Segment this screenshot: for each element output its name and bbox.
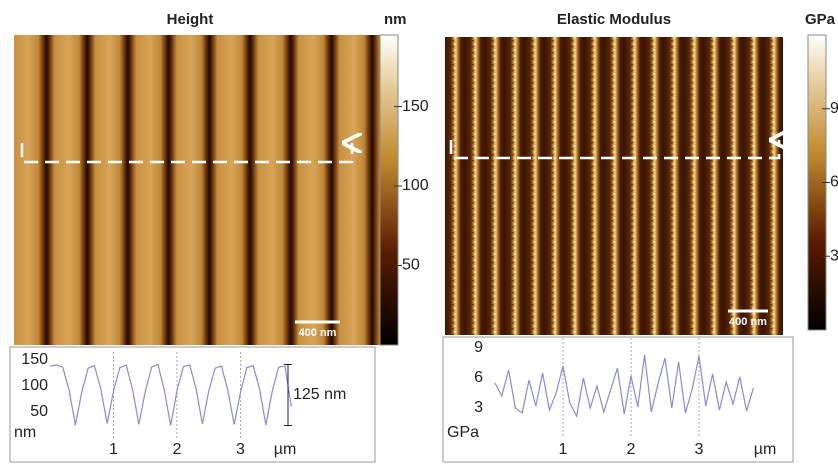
y-tick-label: 50 (30, 403, 48, 420)
colorbar-tick-label: 9 (830, 100, 838, 117)
colorbar-label: GPa (805, 11, 836, 28)
colorbar-label: nm (384, 11, 407, 28)
profile-line (494, 354, 754, 418)
x-tick-label: 1 (109, 441, 118, 458)
y-tick-label: 150 (21, 351, 48, 368)
profile-box (442, 336, 794, 463)
profile-line (449, 140, 779, 160)
height-image (14, 35, 380, 345)
x-tick-label: 3 (695, 441, 704, 458)
y-tick-label: 9 (474, 339, 483, 356)
chart-title: Height (167, 11, 214, 28)
y-tick-label: 100 (21, 377, 48, 394)
annotation: 125 nm (293, 386, 346, 403)
x-tick-label: 2 (173, 441, 182, 458)
y-tick-label: 6 (474, 369, 483, 386)
y-unit: nm (14, 424, 36, 441)
profile-line (20, 143, 352, 164)
colorbar-tick-label: 3 (830, 247, 838, 264)
colorbar-tick-label: 50 (402, 257, 420, 274)
colorbar-tick-label: 6 (830, 174, 838, 191)
x-tick-label: 1 (559, 441, 568, 458)
y-unit: GPa (447, 424, 479, 441)
scale-bar-label: 400 nm (299, 327, 337, 339)
profile-line (49, 363, 292, 426)
chart-title: Elastic Modulus (557, 11, 671, 28)
x-unit: µm (754, 441, 777, 458)
colorbar-tick-label: 150 (402, 98, 429, 115)
modulus-image (445, 37, 783, 335)
x-tick-label: 2 (627, 441, 636, 458)
colorbar (379, 34, 399, 346)
x-unit: µm (274, 441, 297, 458)
annotation-bracket (284, 364, 292, 426)
y-tick-label: 3 (474, 399, 483, 416)
x-tick-label: 3 (236, 441, 245, 458)
scale-bar-label: 400 nm (729, 316, 767, 328)
colorbar-tick-label: 100 (402, 177, 429, 194)
profile-box (9, 346, 376, 463)
